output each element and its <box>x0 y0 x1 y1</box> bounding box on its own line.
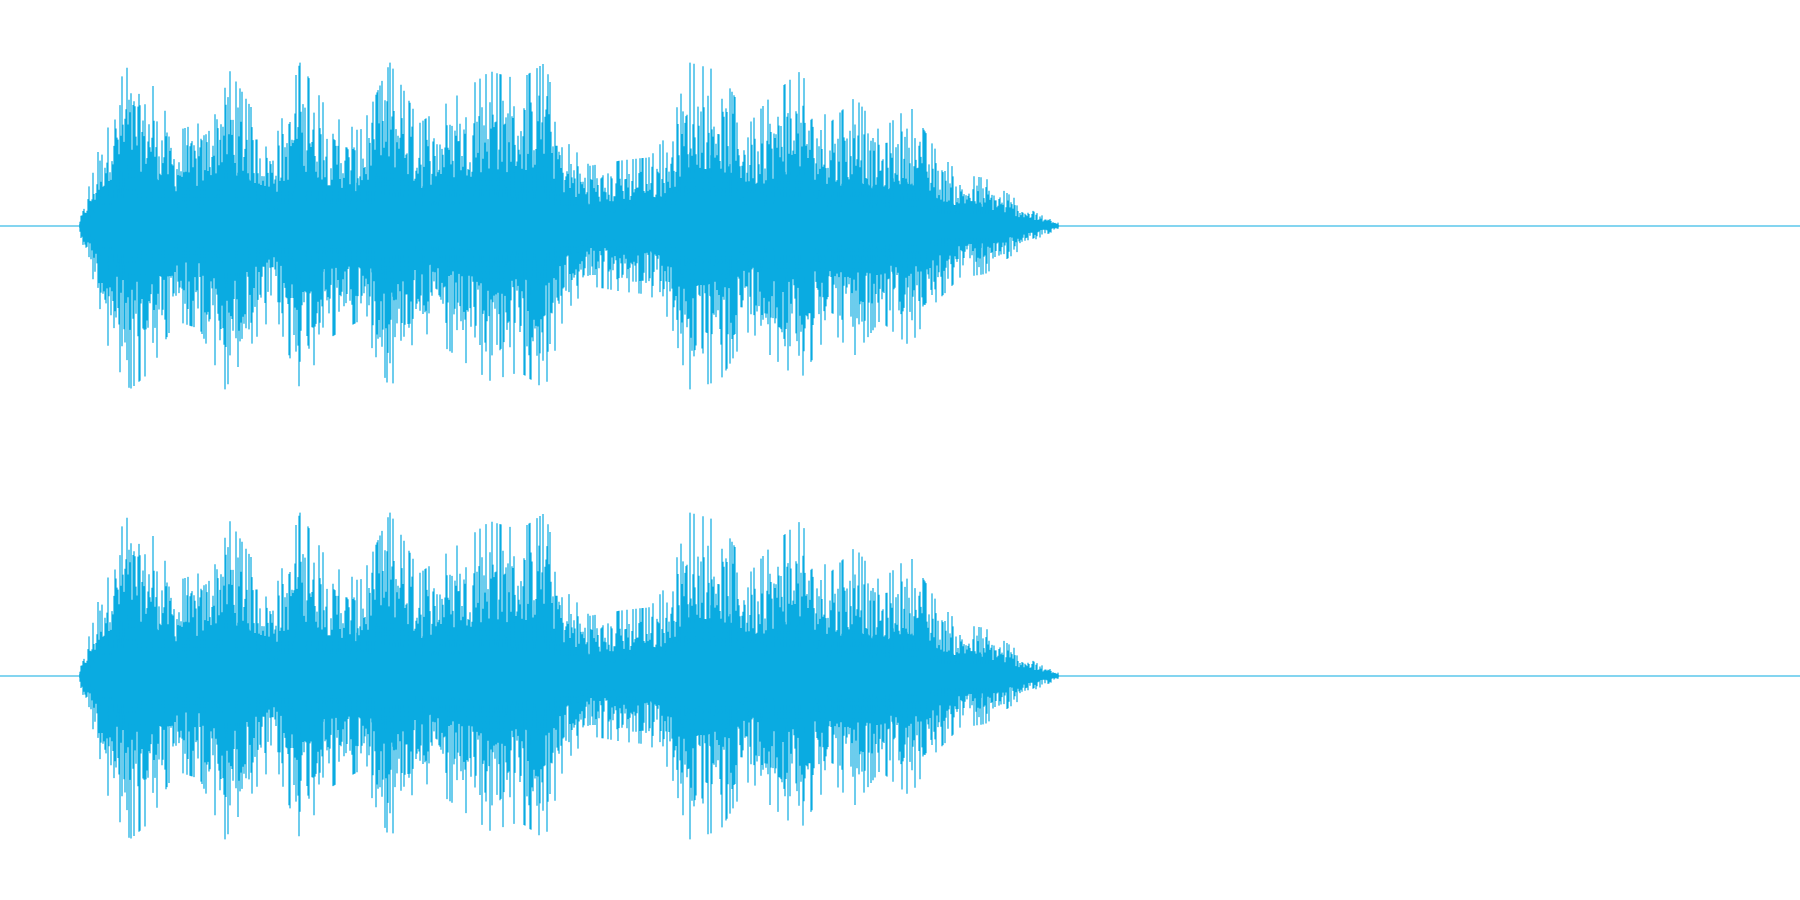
waveform-core <box>79 152 1059 300</box>
waveform-channel-left <box>0 62 1800 390</box>
waveform-core <box>79 602 1059 750</box>
waveform-channel-right <box>0 512 1800 840</box>
